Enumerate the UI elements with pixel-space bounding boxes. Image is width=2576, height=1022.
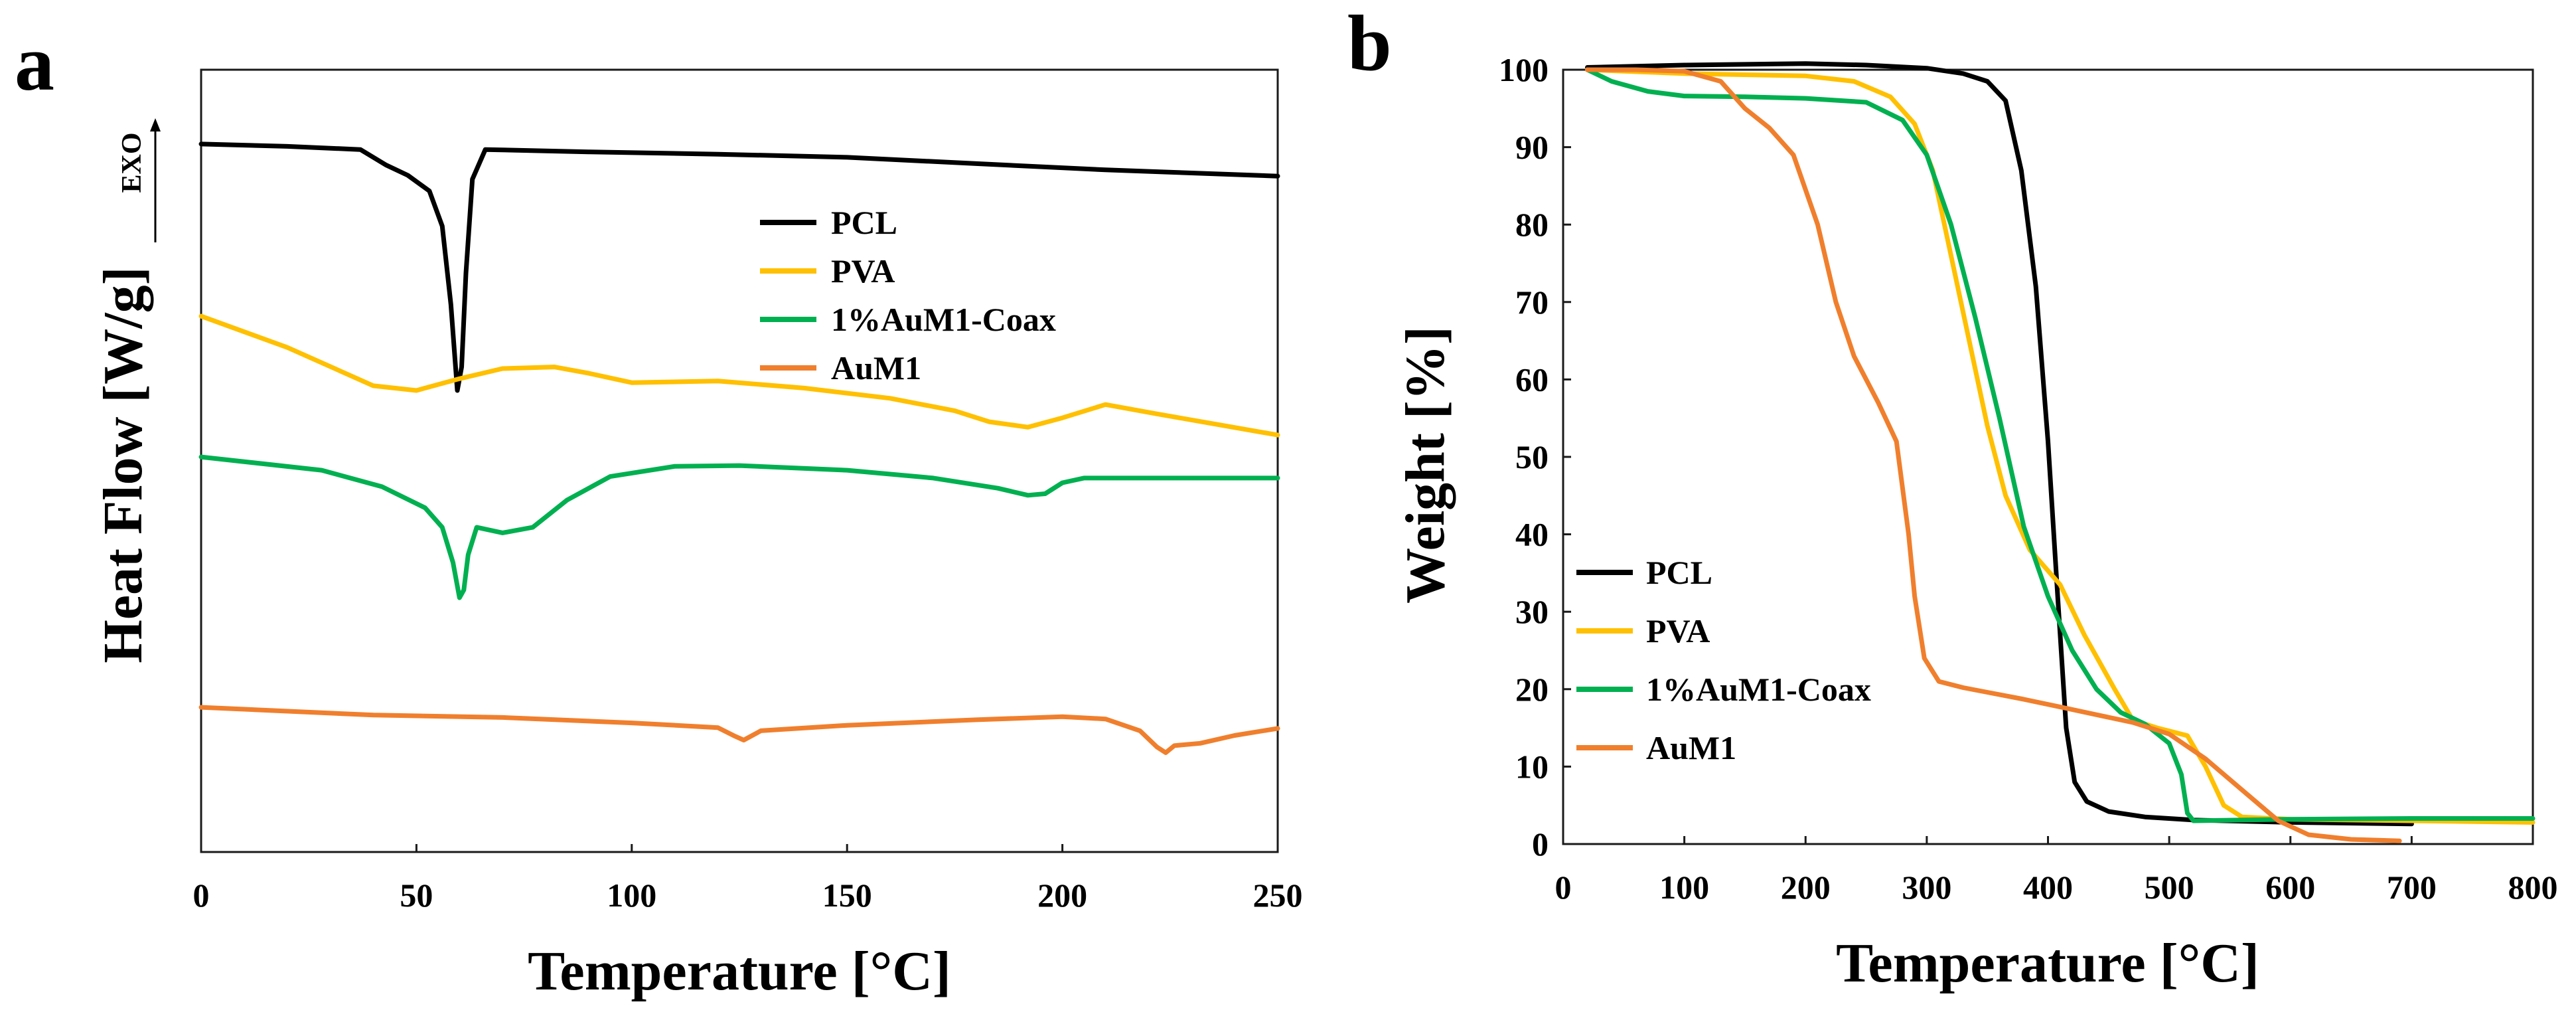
panel-b-y-tick-label: 80 <box>1515 206 1549 243</box>
panel-b-y-axis: 0 10 20 30 40 50 60 70 80 90 100 <box>1499 51 1571 863</box>
panel-b-x-axis-title: Temperature [°C] <box>1836 932 2259 994</box>
panel-a-y-axis-title: Heat Flow [W/g] <box>92 266 154 663</box>
panel-a-x-tick-label: 100 <box>607 877 656 914</box>
panel-b-label: b <box>1347 0 1392 87</box>
panel-b-x-axis: 0 100 200 300 400 500 600 700 800 <box>1555 836 2558 906</box>
legend-label-aum1: AuM1 <box>831 349 921 386</box>
panel-b-x-tick-label: 600 <box>2265 869 2315 906</box>
panel-b-x-tick-label: 800 <box>2508 869 2558 906</box>
panel-a-legend: PCL PVA 1%AuM1-Coax AuM1 <box>760 204 1056 386</box>
panel-b-y-tick-label: 40 <box>1515 516 1549 553</box>
panel-a-x-tick-label: 50 <box>400 877 433 914</box>
panel-a-label: a <box>15 19 54 107</box>
panel-b-y-tick-label: 90 <box>1515 129 1549 166</box>
panel-b-x-tick-label: 500 <box>2145 869 2194 906</box>
panel-a-dsc-chart: a 0 50 100 150 200 250 PCLPVA1%AuM1-CoaxAuM1 … <box>15 19 1303 1002</box>
panel-a-plot-frame <box>200 68 1279 853</box>
legend-label-pcl: PCL <box>831 204 897 241</box>
legend-label-pva: PVA <box>831 252 895 290</box>
panel-a-x-tick-label: 0 <box>193 877 210 914</box>
panel-b-y-tick-label: 50 <box>1515 438 1549 475</box>
panel-b-series-aum1 <box>1585 67 2402 843</box>
panel-a-x-tick-label: 200 <box>1037 877 1087 914</box>
panel-b-y-axis-title: Weight [%] <box>1395 326 1456 604</box>
legend-label-aum1: AuM1 <box>1646 729 1736 766</box>
panel-b-series-group <box>1585 61 2536 843</box>
legend-label-pva: PVA <box>1646 612 1710 649</box>
panel-b-y-tick-label: 10 <box>1515 748 1549 785</box>
panel-b-series-pva <box>1585 67 2536 825</box>
panel-b-series-pcl <box>1585 61 2414 827</box>
panel-b-y-tick-label: 20 <box>1515 671 1549 708</box>
panel-b-x-tick-label: 100 <box>1659 869 1709 906</box>
exo-arrow-head-icon <box>150 118 161 131</box>
panel-a-exo-indicator: EXO <box>117 118 161 242</box>
legend-label-pcl: PCL <box>1646 554 1712 591</box>
panel-a-series-aum1 <box>198 705 1280 755</box>
panel-a-x-tick-label: 250 <box>1253 877 1303 914</box>
panel-b-series-1pct-aum1-coax <box>1585 67 2536 823</box>
legend-label-1pct-aum1-coax: 1%AuM1-Coax <box>831 301 1056 338</box>
panel-b-x-tick-label: 700 <box>2387 869 2437 906</box>
panel-b-x-tick-label: 0 <box>1555 869 1572 906</box>
panel-a-series-1pct-aum1-coax <box>198 454 1280 600</box>
panel-a-x-tick-label: 150 <box>822 877 872 914</box>
legend-label-1pct-aum1-coax: 1%AuM1-Coax <box>1646 671 1871 708</box>
panel-b-x-tick-label: 300 <box>1902 869 1951 906</box>
panel-b-x-tick-label: 200 <box>1781 869 1831 906</box>
panel-b-y-tick-label: 100 <box>1499 51 1549 88</box>
panel-a-series-group <box>198 141 1280 755</box>
panel-b-y-tick-label: 30 <box>1515 593 1549 630</box>
exo-label: EXO <box>117 132 147 193</box>
panel-b-legend: PCL PVA 1%AuM1-Coax AuM1 <box>1576 554 1871 766</box>
panel-b-tga-chart: b 0 100 200 300 400 500 600 700 800 0 10 20 30 40 50 6… <box>1347 0 2558 994</box>
panel-b-x-tick-label: 400 <box>2023 869 2073 906</box>
panel-b-y-tick-label: 70 <box>1515 284 1549 321</box>
panel-a-x-axis-title: Temperature [°C] <box>528 940 951 1002</box>
panel-b-y-tick-label: 60 <box>1515 361 1549 398</box>
panel-a-x-axis: 0 50 100 150 200 250 <box>193 844 1303 914</box>
panel-a-series-pcl <box>198 141 1280 393</box>
panel-b-y-tick-label: 0 <box>1532 825 1549 863</box>
panel-a-series-pva <box>198 313 1280 438</box>
